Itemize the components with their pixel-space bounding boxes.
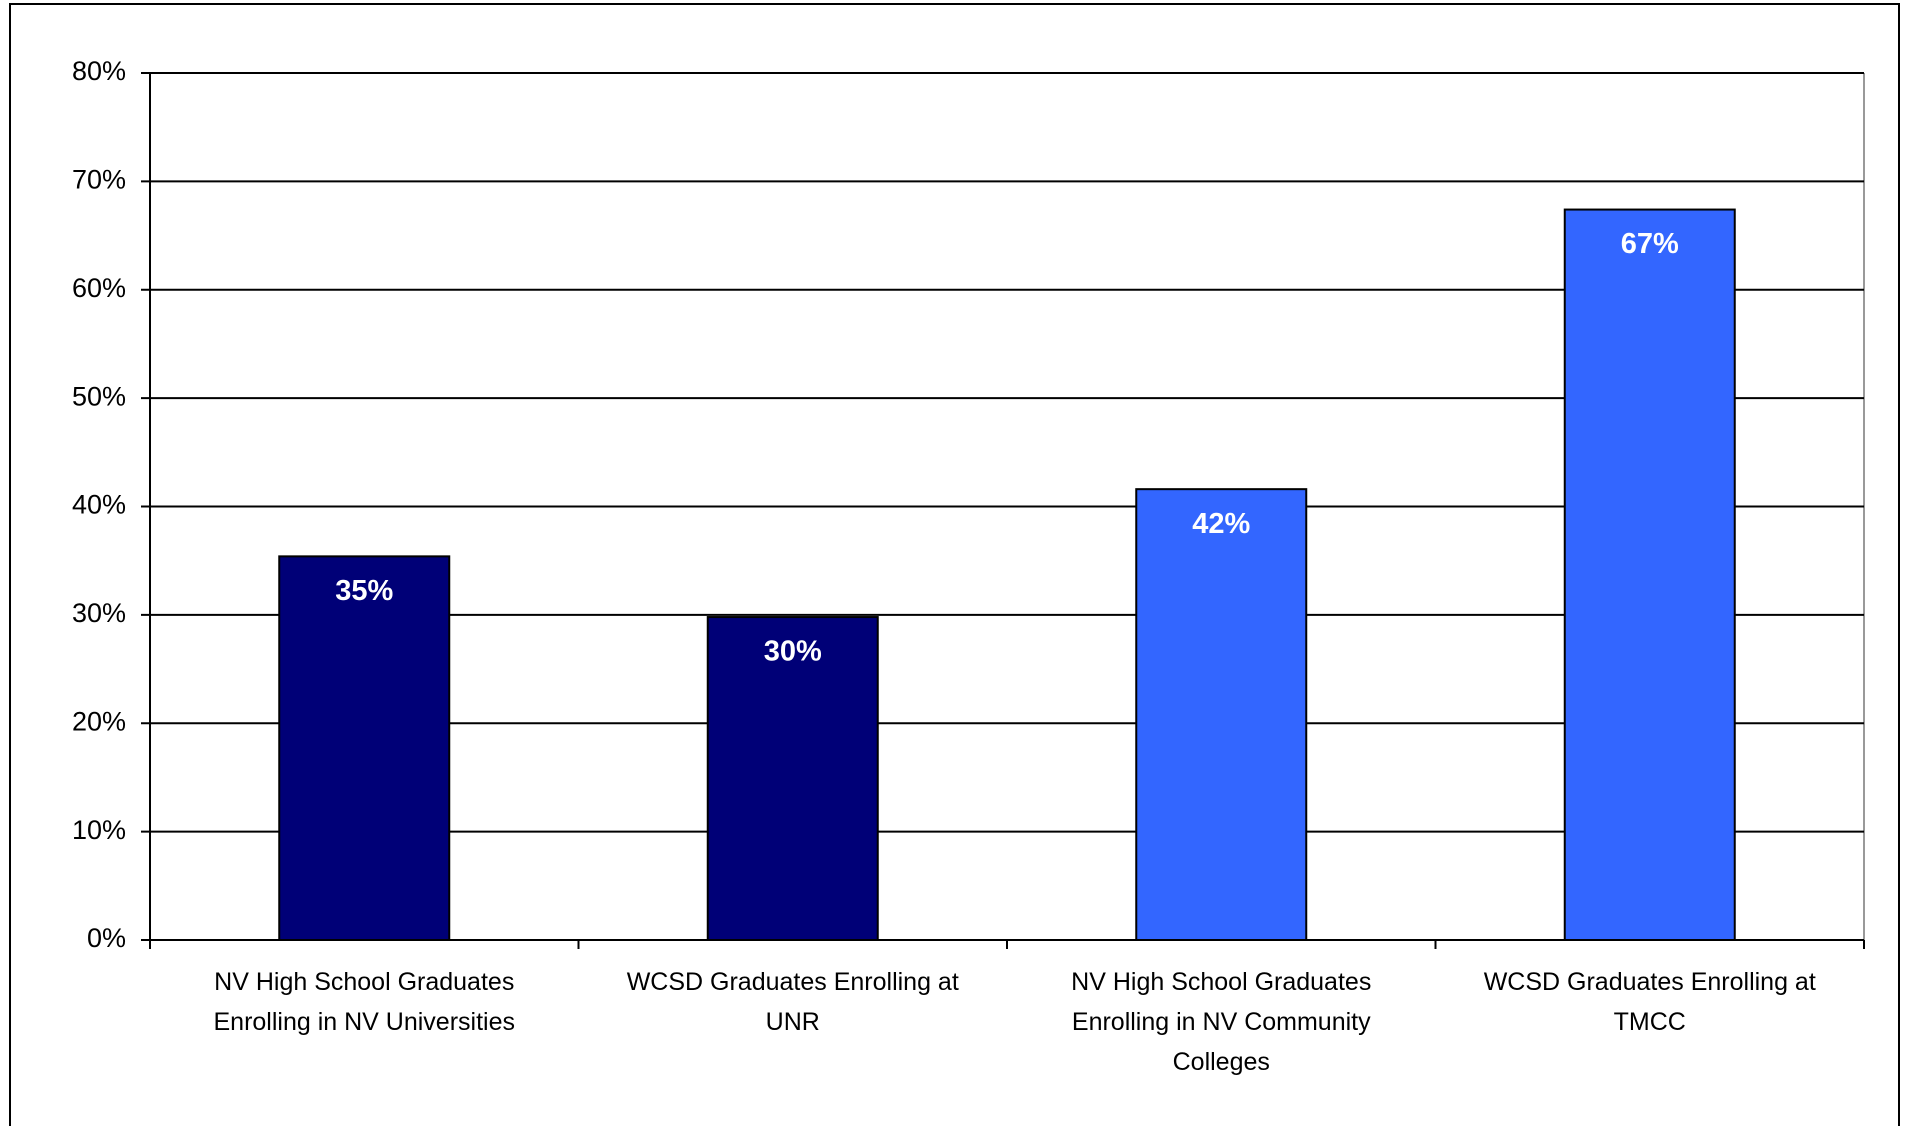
data-label: 42% — [1192, 508, 1250, 540]
y-tick-label: 70% — [72, 165, 126, 195]
bar — [1135, 488, 1308, 941]
x-tick-label: WCSD Graduates Enrolling at TMCC — [1483, 968, 1816, 1036]
x-tick-label: NV High School Graduates Enrolling in NV… — [1071, 968, 1372, 1076]
y-tick-label: 20% — [72, 706, 126, 736]
data-label: 67% — [1621, 228, 1679, 260]
bar — [1563, 208, 1736, 942]
y-tick-label: 80% — [72, 56, 126, 86]
chart-frame — [9, 3, 1900, 1126]
y-tick-label: 60% — [72, 273, 126, 303]
y-tick-label: 30% — [72, 598, 126, 628]
y-tick-label: 40% — [72, 490, 126, 520]
y-tick-label: 0% — [87, 923, 126, 953]
data-label: 35% — [335, 575, 393, 607]
x-tick-label: WCSD Graduates Enrolling at UNR — [626, 968, 959, 1036]
x-tick-label: NV High School Graduates Enrolling in NV… — [213, 968, 515, 1036]
bar — [278, 555, 451, 941]
y-tick-label: 50% — [72, 381, 126, 411]
bar — [706, 616, 879, 941]
y-tick-label: 10% — [72, 815, 126, 845]
data-label: 30% — [764, 636, 822, 668]
